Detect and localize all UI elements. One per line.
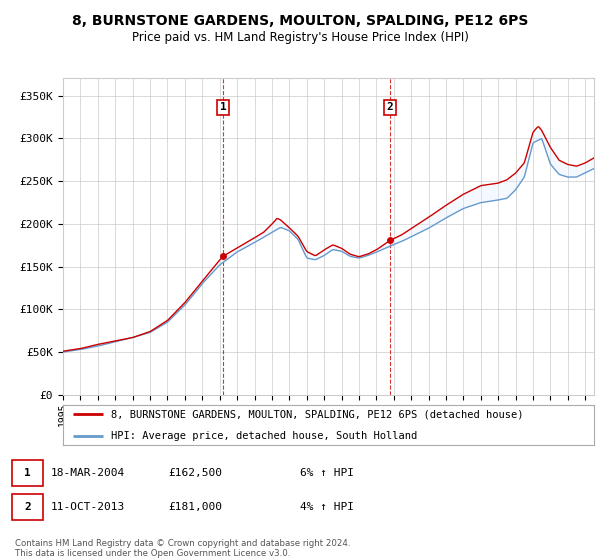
Text: 6% ↑ HPI: 6% ↑ HPI — [300, 468, 354, 478]
Text: 18-MAR-2004: 18-MAR-2004 — [51, 468, 125, 478]
Text: 2: 2 — [386, 102, 394, 113]
Text: £181,000: £181,000 — [168, 502, 222, 512]
Text: Contains HM Land Registry data © Crown copyright and database right 2024.
This d: Contains HM Land Registry data © Crown c… — [15, 539, 350, 558]
Text: 2: 2 — [24, 502, 31, 512]
Text: Price paid vs. HM Land Registry's House Price Index (HPI): Price paid vs. HM Land Registry's House … — [131, 31, 469, 44]
Text: 4% ↑ HPI: 4% ↑ HPI — [300, 502, 354, 512]
Text: 1: 1 — [24, 468, 31, 478]
Text: 8, BURNSTONE GARDENS, MOULTON, SPALDING, PE12 6PS: 8, BURNSTONE GARDENS, MOULTON, SPALDING,… — [72, 14, 528, 28]
Text: £162,500: £162,500 — [168, 468, 222, 478]
Text: 11-OCT-2013: 11-OCT-2013 — [51, 502, 125, 512]
Text: 8, BURNSTONE GARDENS, MOULTON, SPALDING, PE12 6PS (detached house): 8, BURNSTONE GARDENS, MOULTON, SPALDING,… — [111, 409, 523, 419]
Text: HPI: Average price, detached house, South Holland: HPI: Average price, detached house, Sout… — [111, 431, 417, 441]
Text: 1: 1 — [220, 102, 227, 113]
